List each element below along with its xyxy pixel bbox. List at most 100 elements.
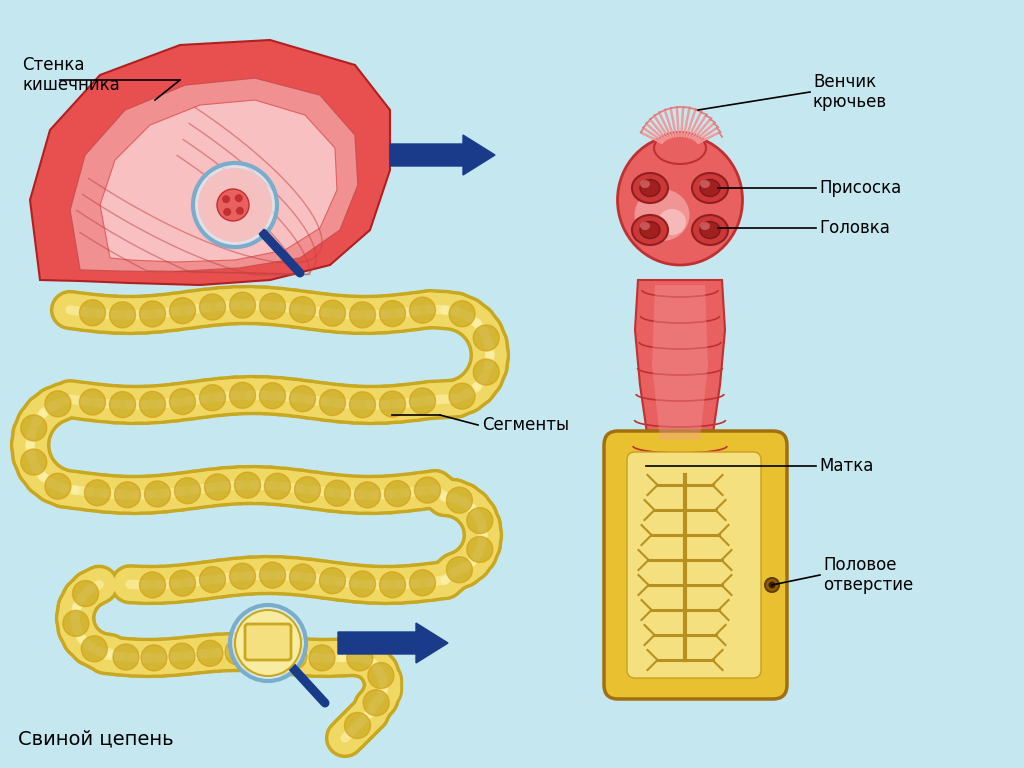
Circle shape <box>264 473 291 499</box>
Circle shape <box>450 383 475 409</box>
Circle shape <box>349 571 376 597</box>
Circle shape <box>259 293 286 319</box>
Ellipse shape <box>692 215 728 245</box>
Circle shape <box>223 208 231 216</box>
Circle shape <box>110 392 135 418</box>
Circle shape <box>110 302 135 328</box>
Circle shape <box>290 296 315 323</box>
Circle shape <box>768 581 775 588</box>
Ellipse shape <box>632 215 668 245</box>
FancyBboxPatch shape <box>604 431 787 699</box>
Ellipse shape <box>640 221 660 239</box>
Circle shape <box>234 194 243 202</box>
Polygon shape <box>652 285 708 440</box>
Circle shape <box>205 474 230 500</box>
Circle shape <box>45 473 71 499</box>
Circle shape <box>259 562 286 588</box>
Polygon shape <box>70 78 358 272</box>
Circle shape <box>446 487 472 513</box>
Circle shape <box>473 325 500 351</box>
Circle shape <box>347 645 373 670</box>
Circle shape <box>225 639 251 665</box>
Text: Сегменты: Сегменты <box>482 416 569 434</box>
Circle shape <box>144 481 171 507</box>
Circle shape <box>193 163 278 247</box>
Ellipse shape <box>635 189 689 241</box>
Circle shape <box>380 572 406 598</box>
Text: Присоска: Присоска <box>819 179 901 197</box>
Polygon shape <box>608 445 775 685</box>
Circle shape <box>344 713 371 739</box>
Circle shape <box>364 690 389 716</box>
Circle shape <box>141 645 167 671</box>
Circle shape <box>217 189 249 221</box>
Circle shape <box>115 482 140 508</box>
Circle shape <box>85 480 111 506</box>
Circle shape <box>20 415 47 441</box>
Text: Матка: Матка <box>819 457 873 475</box>
Circle shape <box>222 195 230 204</box>
Circle shape <box>446 557 472 583</box>
Polygon shape <box>100 100 337 262</box>
Text: Венчик
крючьев: Венчик крючьев <box>813 73 887 111</box>
Circle shape <box>200 294 225 320</box>
Circle shape <box>309 645 335 671</box>
Circle shape <box>80 389 105 415</box>
Circle shape <box>410 570 435 596</box>
Circle shape <box>467 508 493 534</box>
Circle shape <box>139 572 166 598</box>
Circle shape <box>349 302 376 328</box>
Circle shape <box>319 568 345 594</box>
Circle shape <box>253 641 279 667</box>
Circle shape <box>290 386 315 412</box>
Text: Стенка
кишечника: Стенка кишечника <box>22 55 120 94</box>
Circle shape <box>198 168 272 242</box>
FancyBboxPatch shape <box>627 452 761 678</box>
Circle shape <box>473 359 500 385</box>
Ellipse shape <box>692 173 728 203</box>
Circle shape <box>229 382 256 409</box>
FancyArrow shape <box>338 623 449 663</box>
Ellipse shape <box>617 135 742 265</box>
Circle shape <box>170 570 196 596</box>
Circle shape <box>197 641 223 667</box>
Ellipse shape <box>700 221 720 239</box>
Circle shape <box>170 389 196 415</box>
Circle shape <box>62 611 89 637</box>
Circle shape <box>113 644 139 670</box>
Circle shape <box>384 481 411 507</box>
Circle shape <box>325 480 350 506</box>
Circle shape <box>380 391 406 417</box>
Circle shape <box>319 300 345 326</box>
Circle shape <box>200 385 225 411</box>
Circle shape <box>354 482 381 508</box>
Circle shape <box>81 636 108 662</box>
Circle shape <box>234 472 260 498</box>
Ellipse shape <box>632 173 668 203</box>
Circle shape <box>415 477 440 503</box>
Circle shape <box>200 567 225 593</box>
Circle shape <box>295 477 321 502</box>
Circle shape <box>170 298 196 323</box>
FancyBboxPatch shape <box>245 624 291 660</box>
Circle shape <box>45 391 71 417</box>
Circle shape <box>139 392 166 417</box>
Circle shape <box>169 643 195 669</box>
Polygon shape <box>30 40 390 285</box>
Circle shape <box>380 300 406 326</box>
FancyArrow shape <box>390 135 495 175</box>
Polygon shape <box>635 280 725 490</box>
Circle shape <box>290 564 315 590</box>
Circle shape <box>368 663 394 689</box>
Ellipse shape <box>640 180 660 197</box>
Circle shape <box>765 578 779 592</box>
Ellipse shape <box>640 222 650 230</box>
Ellipse shape <box>654 132 706 164</box>
Ellipse shape <box>700 180 710 188</box>
Ellipse shape <box>700 222 710 230</box>
Text: Половое
отверстие: Половое отверстие <box>823 555 913 594</box>
Circle shape <box>450 301 475 326</box>
Circle shape <box>73 581 98 607</box>
Circle shape <box>319 389 345 415</box>
Circle shape <box>281 644 307 669</box>
